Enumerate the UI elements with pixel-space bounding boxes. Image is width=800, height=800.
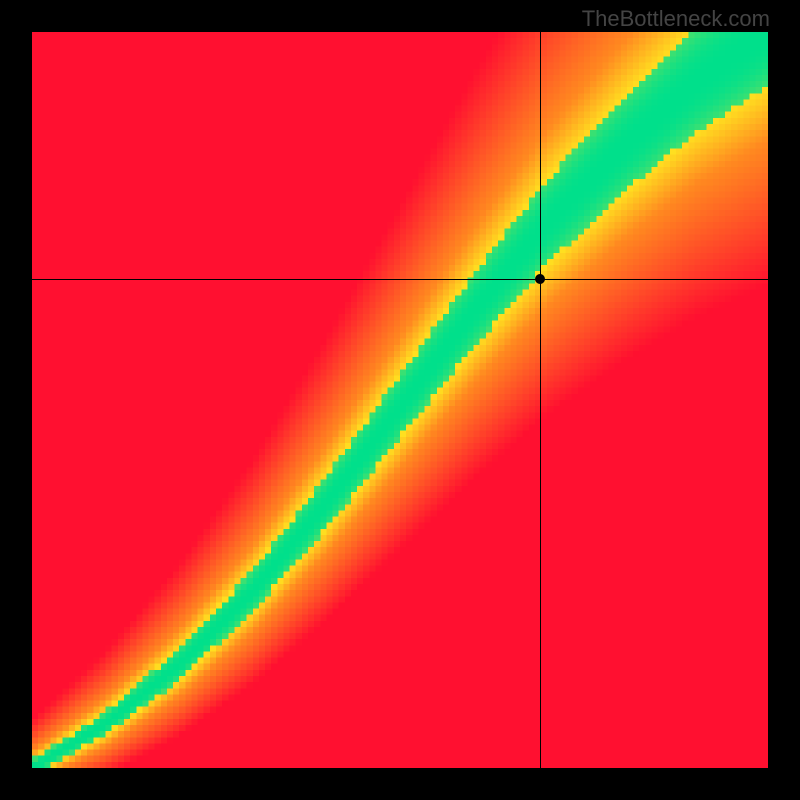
crosshair-marker (535, 274, 545, 284)
heatmap-canvas (32, 32, 768, 768)
watermark-text: TheBottleneck.com (582, 6, 770, 32)
crosshair-horizontal (32, 279, 768, 280)
crosshair-vertical (540, 32, 541, 768)
bottleneck-heatmap-plot (32, 32, 768, 768)
